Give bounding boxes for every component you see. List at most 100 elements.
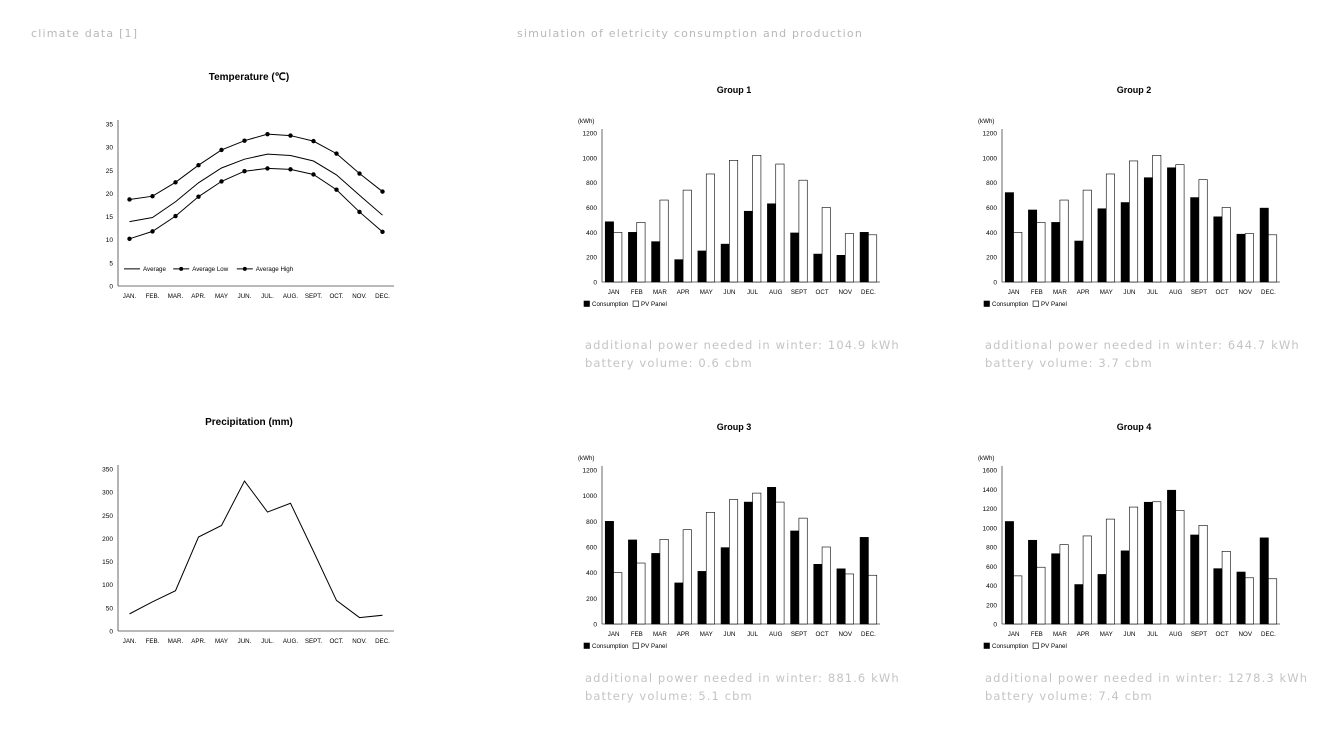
x-tick-label: JAN <box>608 289 620 296</box>
consumption-bar <box>1004 521 1014 625</box>
data-point <box>265 131 270 137</box>
legend-marker <box>242 266 247 271</box>
pv-panel-bar <box>775 501 785 625</box>
chart-title: Group 3 <box>717 422 752 432</box>
x-tick-label: NOV <box>1239 631 1253 638</box>
consumption-bar <box>836 255 846 283</box>
consumption-bar <box>651 241 661 283</box>
legend-swatch <box>583 300 590 307</box>
legend-label: Consumption <box>592 643 629 650</box>
x-tick-label: OCT. <box>329 293 343 300</box>
data-point <box>288 167 293 172</box>
x-tick-label: JUL <box>747 631 759 638</box>
x-tick-label: FEB. <box>146 293 160 300</box>
unit-label: (kWh) <box>978 455 995 462</box>
pv-panel-bar <box>1036 222 1046 283</box>
y-tick-label: 1200 <box>983 506 998 513</box>
x-tick-label: JUL. <box>261 293 274 300</box>
pv-panel-bar <box>1105 173 1115 283</box>
consumption-bar <box>1097 208 1107 283</box>
group-3-power-text: additional power needed in winter: 881.6… <box>585 671 900 685</box>
y-tick-label: 5 <box>109 260 113 267</box>
y-tick-label: 35 <box>106 122 114 129</box>
x-tick-label: FEB <box>631 289 643 296</box>
series-line <box>129 153 383 223</box>
x-tick-label: JAN <box>1008 631 1020 638</box>
x-tick-label: JUN <box>723 289 735 296</box>
x-tick-label: AUG <box>1169 289 1183 296</box>
pv-panel-bar <box>613 232 623 283</box>
pv-panel-bar <box>1198 525 1208 625</box>
pv-panel-bar <box>613 572 623 625</box>
consumption-bar <box>1167 167 1177 283</box>
consumption-bar <box>1051 553 1061 625</box>
data-point <box>242 138 247 143</box>
x-tick-label: NOV. <box>352 638 367 645</box>
group-4-chart: Group 4 (kWh) 0 200 400 600 800 1000 1200 1400 160… <box>968 412 1288 662</box>
y-tick-label: 1000 <box>583 493 598 500</box>
x-tick-label: NOV. <box>352 293 367 300</box>
pv-panel-bar <box>868 234 878 283</box>
consumption-bar <box>1004 192 1014 283</box>
legend-label: Average High <box>256 266 294 273</box>
y-tick-label: 800 <box>586 180 597 187</box>
data-point <box>173 180 178 185</box>
x-tick-label: SEPT <box>1191 289 1207 296</box>
consumption-bar <box>1074 240 1084 283</box>
consumption-bar <box>1028 539 1038 625</box>
consumption-bar <box>628 232 638 283</box>
pv-panel-bar <box>1129 506 1139 625</box>
pv-panel-bar <box>1013 232 1023 283</box>
consumption-bar <box>836 568 846 625</box>
x-tick-label: OCT. <box>329 638 343 645</box>
group-3-note: additional power needed in winter: 881.6… <box>585 669 900 705</box>
data-point <box>242 169 247 174</box>
pv-panel-bar <box>659 199 669 283</box>
consumption-bar <box>674 259 684 283</box>
legend-label: PV Panel <box>1041 643 1067 650</box>
group-1-power-text: additional power needed in winter: 104.9… <box>585 338 900 352</box>
pv-panel-bar <box>1244 577 1254 625</box>
consumption-bar <box>813 253 823 283</box>
y-tick-label: 150 <box>102 559 113 566</box>
chart-svg: Precipitation (mm) 0 50 100 150 200 250 300 350 J… <box>102 417 394 645</box>
y-tick-label: 1600 <box>983 468 998 475</box>
x-tick-label: AUG <box>1169 631 1183 638</box>
chart-title: Group 2 <box>1117 85 1152 95</box>
pv-panel-bar <box>752 155 762 283</box>
x-tick-label: JAN. <box>123 293 137 300</box>
x-tick-label: DEC. <box>375 293 390 300</box>
pv-panel-bar <box>844 233 854 283</box>
x-tick-label: SEPT. <box>305 638 322 645</box>
x-tick-label: OCT <box>816 289 829 296</box>
y-tick-label: 200 <box>586 596 597 603</box>
pv-panel-bar <box>1059 199 1069 283</box>
x-tick-label: SEPT. <box>305 293 322 300</box>
consumption-bar <box>790 232 800 283</box>
data-point <box>150 194 155 199</box>
chart-title: Group 1 <box>717 85 752 95</box>
consumption-bar <box>720 243 730 283</box>
pv-panel-bar <box>729 499 739 625</box>
y-tick-label: 1200 <box>583 131 598 138</box>
legend-label: Average Low <box>192 266 229 273</box>
x-tick-label: JAN <box>608 631 620 638</box>
x-tick-label: APR. <box>191 293 206 300</box>
x-tick-label: DEC. <box>1261 631 1276 638</box>
chart-svg: Group 2 (kWh) 0 200 400 600 800 1000 1200 JAN FEB M… <box>978 85 1280 308</box>
x-tick-label: JUN <box>1123 631 1135 638</box>
consumption-bar <box>651 553 661 625</box>
x-tick-label: NOV <box>1239 289 1253 296</box>
legend-swatch <box>632 300 639 307</box>
y-tick-label: 300 <box>102 490 113 497</box>
group-3-battery-text: battery volume: 5.1 cbm <box>585 689 753 703</box>
group-2-note: additional power needed in winter: 644.7… <box>985 336 1300 372</box>
consumption-bar <box>1028 209 1038 283</box>
legend-swatch <box>583 642 590 649</box>
data-point <box>357 209 362 215</box>
y-tick-label: 0 <box>109 629 113 636</box>
climate-heading: climate data [1] <box>31 27 139 40</box>
data-point <box>265 166 270 171</box>
consumption-bar <box>1236 571 1246 625</box>
pv-panel-bar <box>636 222 646 283</box>
